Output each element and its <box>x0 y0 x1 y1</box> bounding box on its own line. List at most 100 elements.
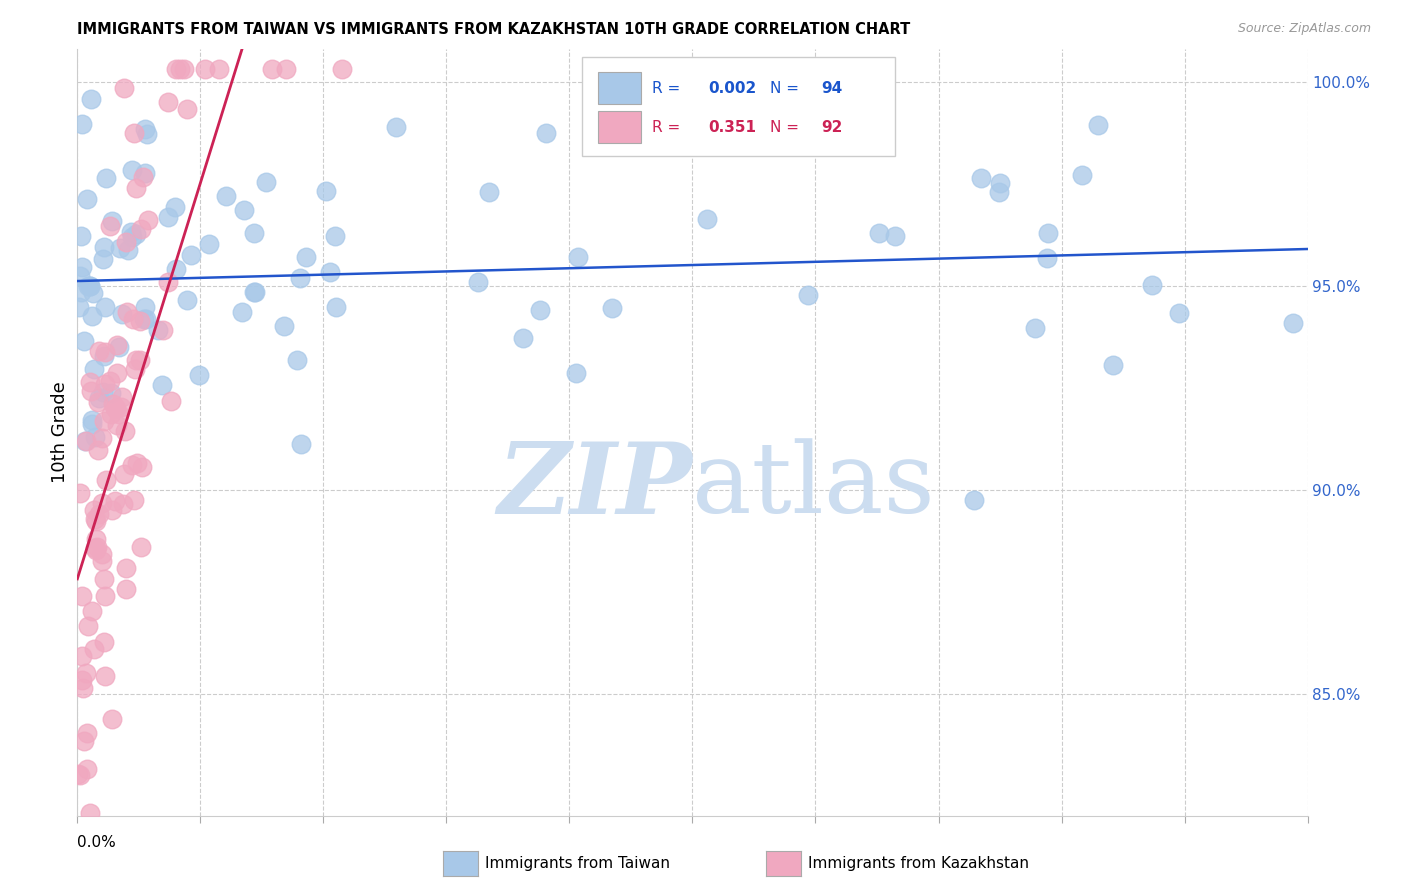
Point <box>208 62 231 77</box>
Point <box>290 436 312 450</box>
Point <box>165 62 187 77</box>
Point <box>231 305 253 319</box>
Point <box>87 395 110 409</box>
Point <box>884 228 907 243</box>
Point <box>243 226 266 240</box>
Point <box>111 497 134 511</box>
Point <box>115 561 138 575</box>
Point <box>152 377 174 392</box>
Point <box>93 349 115 363</box>
Point <box>83 361 105 376</box>
Point <box>77 619 100 633</box>
Point <box>86 540 108 554</box>
Point <box>108 407 131 421</box>
Point <box>70 673 93 687</box>
Point <box>122 126 145 140</box>
Point <box>797 287 820 301</box>
Point <box>194 62 217 77</box>
Point <box>90 496 112 510</box>
Point <box>111 390 134 404</box>
Point <box>104 494 127 508</box>
Point <box>188 368 211 382</box>
Point <box>100 386 122 401</box>
Point <box>84 511 107 525</box>
Point <box>323 229 346 244</box>
Point <box>136 213 159 227</box>
Point <box>115 304 138 318</box>
Point <box>1168 306 1191 320</box>
Point <box>868 227 890 241</box>
Point <box>134 301 156 315</box>
Text: Immigrants from Taiwan: Immigrants from Taiwan <box>485 856 671 871</box>
Point <box>1038 226 1060 240</box>
Bar <box>598 72 641 104</box>
Point <box>79 279 101 293</box>
Point <box>136 127 159 141</box>
Point <box>121 458 143 472</box>
Point <box>776 136 799 151</box>
Text: 92: 92 <box>821 120 844 135</box>
Point <box>83 642 105 657</box>
Point <box>82 309 104 323</box>
Point <box>165 261 187 276</box>
Point <box>232 203 254 218</box>
Point <box>84 430 107 444</box>
Point <box>93 635 115 649</box>
Point <box>125 181 148 195</box>
Text: 0.002: 0.002 <box>709 80 756 95</box>
Point <box>80 92 103 106</box>
Point <box>129 222 152 236</box>
Text: Immigrants from Kazakhstan: Immigrants from Kazakhstan <box>808 856 1029 871</box>
Point <box>93 377 115 392</box>
Point <box>98 374 121 388</box>
Text: atlas: atlas <box>693 439 935 534</box>
Point <box>273 319 295 334</box>
Point <box>169 62 191 77</box>
Point <box>115 582 138 596</box>
Text: Source: ZipAtlas.com: Source: ZipAtlas.com <box>1237 22 1371 36</box>
Point <box>94 345 117 359</box>
Point <box>988 176 1011 190</box>
Point <box>105 366 128 380</box>
Point <box>93 239 115 253</box>
FancyBboxPatch shape <box>582 57 896 156</box>
Point <box>215 189 238 203</box>
Point <box>112 467 135 482</box>
Point <box>1087 118 1109 132</box>
Point <box>1036 251 1059 265</box>
Point <box>76 726 98 740</box>
Point <box>91 554 114 568</box>
Point <box>152 323 174 337</box>
Point <box>198 236 221 251</box>
Point <box>529 303 551 318</box>
Point <box>84 514 107 528</box>
Point <box>131 460 153 475</box>
Point <box>105 338 128 352</box>
Point <box>117 243 139 257</box>
Point <box>1024 321 1046 335</box>
Point <box>89 507 111 521</box>
Point <box>100 407 122 421</box>
Text: R =: R = <box>652 80 685 95</box>
Point <box>80 384 103 398</box>
Point <box>93 414 115 428</box>
Point <box>534 126 557 140</box>
Point <box>91 385 114 400</box>
Point <box>120 225 142 239</box>
Point <box>93 572 115 586</box>
Point <box>75 434 97 448</box>
Point <box>124 362 146 376</box>
Point <box>260 62 283 77</box>
Point <box>79 806 101 821</box>
Point <box>159 393 181 408</box>
Text: ZIP: ZIP <box>498 438 693 534</box>
Text: 0.0%: 0.0% <box>77 835 117 850</box>
Point <box>83 503 105 517</box>
Point <box>243 285 266 300</box>
Point <box>112 81 135 95</box>
Point <box>93 668 115 682</box>
Point <box>600 301 623 316</box>
Point <box>103 396 125 410</box>
Text: N =: N = <box>770 120 804 135</box>
Point <box>105 401 128 415</box>
